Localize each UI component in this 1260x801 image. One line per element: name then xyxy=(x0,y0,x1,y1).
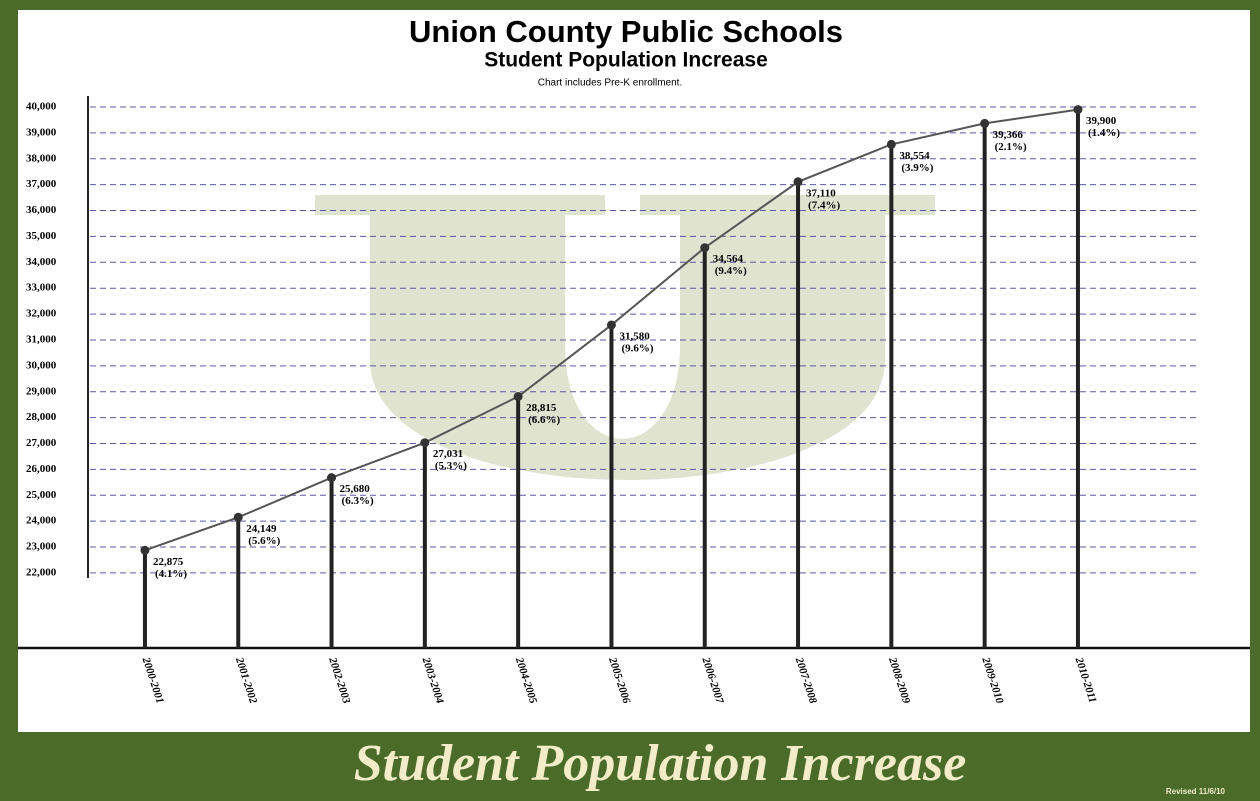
chart-note: Chart includes Pre-K enrollment. xyxy=(538,78,683,89)
value-label: 28,815 xyxy=(526,402,557,414)
y-tick-label: 39,000 xyxy=(26,126,57,138)
y-tick-label: 33,000 xyxy=(26,282,57,294)
y-tick-label: 40,000 xyxy=(26,101,57,113)
growth-label: (5.3%) xyxy=(435,460,467,472)
growth-label: (3.9%) xyxy=(901,162,933,174)
y-tick-label: 22,000 xyxy=(26,566,57,578)
growth-label: (5.6%) xyxy=(248,535,280,547)
value-label: 27,031 xyxy=(433,448,463,460)
growth-label: (4.1%) xyxy=(155,568,187,580)
banner-text: Student Population Increase xyxy=(354,735,967,792)
y-tick-label: 32,000 xyxy=(26,308,57,320)
value-label: 39,366 xyxy=(993,129,1024,141)
point xyxy=(700,243,710,253)
revised-date: Revised 11/6/10 xyxy=(1166,787,1226,796)
value-label: 34,564 xyxy=(713,253,744,265)
chart-subtitle: Student Population Increase xyxy=(484,49,768,72)
value-label: 39,900 xyxy=(1086,115,1117,127)
chart-area xyxy=(18,10,1250,732)
growth-label: (9.4%) xyxy=(715,265,747,277)
y-tick-label: 23,000 xyxy=(26,541,57,553)
value-label: 24,149 xyxy=(246,523,277,535)
y-tick-label: 34,000 xyxy=(26,256,57,268)
growth-label: (6.3%) xyxy=(342,495,374,507)
y-tick-label: 36,000 xyxy=(26,204,57,216)
growth-label: (7.4%) xyxy=(808,199,840,211)
y-tick-label: 28,000 xyxy=(26,411,57,423)
value-label: 37,110 xyxy=(806,187,836,199)
point xyxy=(140,545,150,555)
growth-label: (2.1%) xyxy=(995,141,1027,153)
y-tick-label: 37,000 xyxy=(26,178,57,190)
point xyxy=(1073,105,1083,115)
y-tick-label: 26,000 xyxy=(26,463,57,475)
y-tick-label: 25,000 xyxy=(26,489,57,501)
y-tick-label: 24,000 xyxy=(26,515,57,527)
point xyxy=(606,320,616,330)
y-tick-label: 35,000 xyxy=(26,230,57,242)
point xyxy=(233,512,243,522)
y-tick-label: 29,000 xyxy=(26,385,57,397)
point xyxy=(886,139,896,149)
growth-label: (9.6%) xyxy=(621,342,653,354)
chart-title: Union County Public Schools xyxy=(409,14,843,49)
y-tick-label: 31,000 xyxy=(26,333,57,345)
point xyxy=(420,438,430,448)
value-label: 22,875 xyxy=(153,556,184,568)
value-label: 25,680 xyxy=(340,483,371,495)
value-label: 38,554 xyxy=(899,150,930,162)
y-tick-label: 30,000 xyxy=(26,359,57,371)
watermark xyxy=(315,195,935,480)
point xyxy=(793,177,803,187)
value-label: 31,580 xyxy=(619,330,650,342)
growth-label: (1.4%) xyxy=(1088,127,1120,139)
growth-label: (6.6%) xyxy=(528,414,560,426)
y-tick-label: 27,000 xyxy=(26,437,57,449)
point xyxy=(980,118,990,128)
y-tick-label: 38,000 xyxy=(26,152,57,164)
point xyxy=(327,473,337,483)
point xyxy=(513,392,523,402)
